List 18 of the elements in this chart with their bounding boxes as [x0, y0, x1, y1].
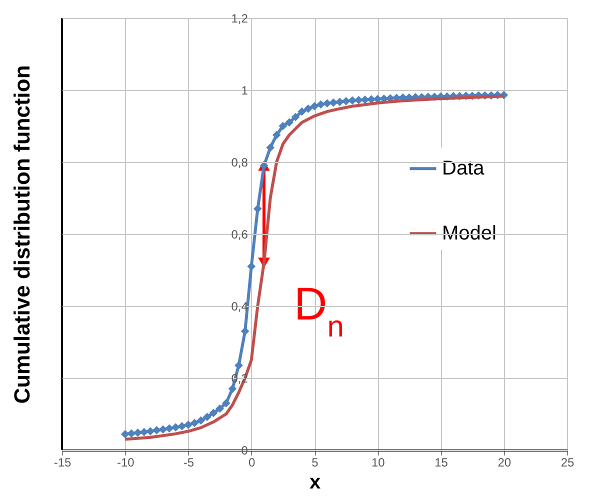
y-tick-label: 0,4	[231, 300, 248, 314]
legend-label: Data	[442, 158, 486, 180]
x-tick-label: 15	[434, 456, 448, 470]
y-tick-label: 1	[241, 84, 248, 98]
y-axis-title: Cumulative distribution function	[10, 65, 34, 404]
y-tick-label: 0,6	[231, 228, 248, 242]
x-tick-label: 20	[498, 456, 512, 470]
annotation: D$_{n}$	[294, 278, 344, 344]
y-tick-label: 0,8	[231, 156, 248, 170]
x-tick-label: -15	[54, 456, 72, 470]
y-tick-label: 0,2	[231, 372, 248, 386]
x-tick-label: -10	[116, 456, 135, 470]
x-tick-label: 10	[371, 456, 386, 470]
x-tick-label: 5	[312, 456, 319, 470]
x-tick-label: -5	[183, 456, 194, 470]
x-tick-label: 25	[560, 456, 574, 470]
x-axis-title: x	[309, 472, 321, 494]
y-tick-label: 1,2	[231, 12, 248, 26]
